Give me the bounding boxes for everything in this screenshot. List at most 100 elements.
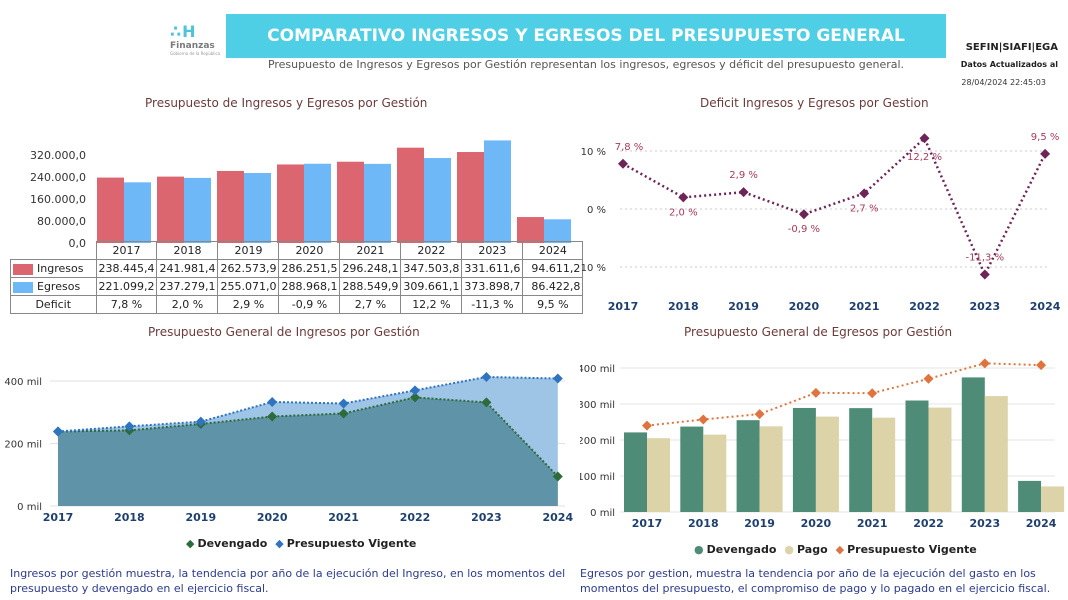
table-cell: 262.573,9 — [217, 259, 280, 278]
x-tick-label: 2023 — [471, 511, 502, 524]
point-vigente — [410, 385, 420, 396]
table-row-label: Ingresos — [10, 259, 97, 278]
point-vigente — [552, 373, 563, 384]
chart1-title: Presupuesto de Ingresos y Egresos por Ge… — [145, 96, 428, 110]
bar-ingresos — [97, 177, 124, 243]
table-cell: 86.422,8 — [522, 277, 584, 296]
bar-egresos — [544, 219, 571, 243]
bar-ingresos — [157, 176, 184, 243]
point-vigente — [124, 421, 135, 432]
table-cell: 9,5 % — [522, 295, 584, 314]
deficit-label: Deficit — [10, 295, 97, 314]
y-tick-label: 300 mil — [580, 400, 615, 411]
data-label: -11,3 % — [966, 253, 1005, 264]
table-row-label: Egresos — [10, 277, 97, 296]
legend-label: Presupuesto Vigente — [847, 543, 977, 556]
point-vigente — [754, 409, 765, 420]
area-devengado — [58, 397, 558, 506]
table-year-cell: 2020 — [278, 241, 341, 260]
page-subtitle: Presupuesto de Ingresos y Egresos por Ge… — [267, 58, 905, 71]
table-cell: 221.099,2 — [95, 277, 158, 296]
ingresos-swatch — [13, 263, 33, 275]
x-tick-label: 2018 — [688, 517, 719, 530]
data-label: 7,8 % — [615, 142, 644, 153]
bar-devengado — [792, 407, 816, 512]
deficit-point — [919, 133, 930, 144]
y-tick-label: 200 mil — [580, 436, 615, 447]
bar-devengado — [849, 408, 873, 512]
logo-mark: ∴H — [170, 22, 197, 41]
data-label: 2,0 % — [669, 207, 698, 218]
legend-label: Devengado — [197, 537, 268, 550]
y-tick-label: 0 mil — [17, 502, 42, 513]
x-tick-label: 2023 — [969, 517, 1000, 530]
table-year-cell: 2024 — [522, 241, 584, 260]
y-tick-label: 400 mil — [4, 377, 42, 388]
point-vigente — [979, 358, 990, 369]
legend-label: Pago — [797, 543, 828, 556]
legend-vigente: ◆ Presupuesto Vigente — [275, 537, 416, 550]
table-cell: -0,9 % — [278, 295, 341, 314]
deficit-point — [618, 158, 628, 169]
point-vigente — [810, 387, 821, 398]
table-cell: 309.661,1 — [400, 277, 463, 296]
bar-egresos — [424, 158, 451, 243]
x-tick-label: 2022 — [913, 517, 944, 530]
line-vigente — [646, 362, 1042, 427]
bar-egresos — [124, 182, 151, 243]
chart4-bars: 0 mil 100 mil 200 mil 300 mil 400 mil 2017 201… — [580, 358, 1065, 530]
point-vigente — [867, 388, 878, 399]
x-tick-label: 2021 — [857, 517, 888, 530]
x-tick-label: 2019 — [744, 517, 775, 530]
x-tick-label: 2018 — [668, 300, 699, 313]
deficit-point — [979, 269, 990, 280]
data-label: 2,9 % — [729, 170, 758, 181]
table-cell: 331.611,6 — [461, 259, 524, 278]
table-year-cell: 2023 — [461, 241, 524, 260]
table-row-egresos: Egresos 221.099,2 237.279,1 255.071,0 288.9… — [10, 277, 584, 296]
table-corner — [10, 241, 97, 260]
point-vigente — [267, 396, 278, 407]
circle-icon: ● — [784, 543, 794, 556]
table-cell: 347.503,8 — [400, 259, 463, 278]
table-cell: 373.898,7 — [461, 277, 524, 296]
y-tick-label: 0 mil — [590, 508, 615, 519]
x-tick-label: 2019 — [728, 300, 759, 313]
point-vigente — [53, 426, 63, 437]
table-year-cell: 2021 — [339, 241, 402, 260]
deficit-point — [859, 188, 870, 199]
table-cell: 2,9 % — [217, 295, 280, 314]
y-tick-label: 320.000,0 — [30, 149, 86, 162]
x-tick-label: 2019 — [185, 511, 216, 524]
footer-ingresos: Ingresos por gestión muestra, la tendenc… — [10, 567, 566, 595]
bar-pago — [928, 407, 952, 512]
point-vigente — [642, 420, 652, 431]
bar-devengado — [961, 377, 985, 512]
point-devengado — [410, 392, 420, 403]
brand-label: SEFIN|SIAFI|EGA — [965, 42, 1058, 53]
deficit-point — [798, 209, 809, 220]
y-tick-label: 100 mil — [580, 472, 615, 483]
chart3-area: 0 mil 200 mil 400 mil 2017 2018 2019 2020 2021 2… — [4, 371, 573, 524]
bar-ingresos — [217, 170, 244, 243]
table-cell: 238.445,4 — [95, 259, 158, 278]
x-tick-label: 2020 — [789, 300, 820, 313]
bar-pago — [647, 438, 670, 512]
y-tick-label: 200 mil — [4, 440, 42, 451]
chart3-title: Presupuesto General de Ingresos por Gest… — [148, 325, 420, 339]
chart1-table: 2017 2018 2019 2020 2021 2022 2023 2024 Ingreso… — [10, 241, 584, 314]
table-year-cell: 2022 — [400, 241, 463, 260]
deficit-point — [738, 187, 749, 198]
x-tick-label: 2023 — [969, 300, 1000, 313]
deficit-line — [622, 136, 1047, 278]
bar-ingresos — [517, 217, 544, 243]
legend-label: Presupuesto Vigente — [286, 537, 417, 550]
y-tick-label: 10 % — [581, 147, 606, 158]
diamond-icon: ◆ — [186, 537, 195, 550]
table-cell: 288.968,1 — [278, 277, 341, 296]
point-vigente — [195, 416, 206, 427]
bar-egresos — [364, 163, 391, 243]
bar-pago — [984, 396, 1008, 512]
table-cell: 7,8 % — [95, 295, 158, 314]
bar-egresos — [244, 173, 271, 243]
